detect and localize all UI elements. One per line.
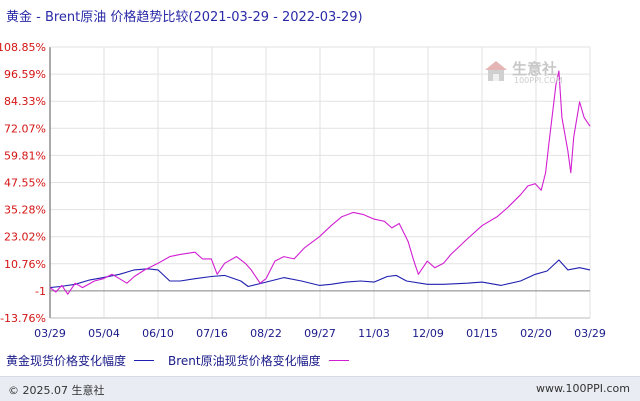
watermark-url: 100PPI.COM bbox=[514, 76, 563, 85]
chart-title: 黄金 - Brent原油 价格趋势比较(2021-03-29 - 2022-03… bbox=[6, 10, 363, 25]
footer-site-link[interactable]: www.100PPI.com bbox=[536, 382, 630, 395]
legend-label-gold: 黄金现货价格变化幅度 bbox=[6, 354, 127, 368]
chart-canvas: 108.85% 96.59% 84.33% 72.07% 59.81% 47.55% 35.… bbox=[0, 41, 606, 340]
footer-copyright: © 2025.07 生意社 bbox=[8, 384, 105, 397]
x-axis-tick-labels: 03/29 05/04 06/10 07/16 08/22 09/27 11/03 12/09… bbox=[34, 327, 606, 340]
house-logo-icon bbox=[485, 61, 507, 81]
x-tick-label: 11/03 bbox=[358, 327, 390, 340]
chart-legend: 黄金现货价格变化幅度 Brent原油现货价格变化幅度 bbox=[6, 352, 363, 369]
y-tick-label: 96.59% bbox=[4, 68, 46, 81]
footer-bar: © 2025.07 生意社 www.100PPI.com bbox=[0, 376, 640, 401]
x-tick-label: 05/04 bbox=[88, 327, 120, 340]
watermark-logo: 生意社 100PPI.COM bbox=[484, 58, 584, 88]
watermark-name: 生意社 bbox=[512, 60, 558, 78]
y-tick-label: 47.55% bbox=[4, 177, 46, 190]
x-tick-label: 06/10 bbox=[142, 327, 174, 340]
y-axis-tick-labels: 108.85% 96.59% 84.33% 72.07% 59.81% 47.55% 35.… bbox=[0, 41, 46, 325]
x-tick-label: 08/22 bbox=[250, 327, 282, 340]
legend-label-brent: Brent原油现货价格变化幅度 bbox=[168, 354, 321, 368]
axes bbox=[49, 46, 591, 319]
y-tick-label: -13.76% bbox=[0, 312, 46, 325]
y-tick-label: 59.81% bbox=[4, 149, 46, 162]
x-tick-label: 03/29 bbox=[34, 327, 66, 340]
x-tick-label: 07/16 bbox=[196, 327, 228, 340]
y-tick-label: -1 bbox=[35, 285, 46, 298]
y-tick-label: 84.33% bbox=[4, 95, 46, 108]
y-tick-label: 72.07% bbox=[4, 122, 46, 135]
x-tick-label: 03/29 bbox=[574, 327, 606, 340]
y-tick-label: 35.28% bbox=[4, 204, 46, 217]
legend-swatch-brent bbox=[328, 360, 349, 361]
x-tick-label: 12/09 bbox=[412, 327, 444, 340]
y-tick-label: 10.76% bbox=[4, 258, 46, 271]
series-line-brent bbox=[49, 70, 591, 295]
series-line-gold bbox=[49, 259, 591, 289]
legend-swatch-gold bbox=[134, 360, 155, 361]
x-tick-label: 02/20 bbox=[520, 327, 552, 340]
y-tick-label: 108.85% bbox=[0, 41, 46, 54]
y-tick-label: 23.02% bbox=[4, 231, 46, 244]
series-lines bbox=[49, 70, 591, 295]
x-tick-label: 01/15 bbox=[466, 327, 498, 340]
x-tick-label: 09/27 bbox=[304, 327, 336, 340]
